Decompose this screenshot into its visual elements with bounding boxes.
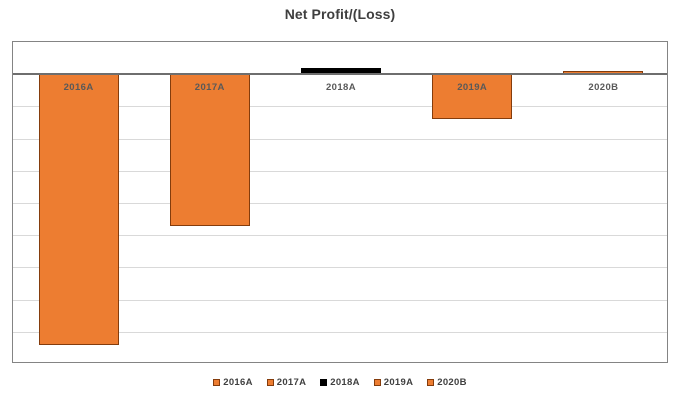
category-label-2020B: 2020B — [588, 82, 619, 94]
gridline — [13, 267, 667, 269]
category-label-2017A: 2017A — [194, 82, 225, 94]
legend-swatch-icon — [266, 379, 274, 386]
category-label-2018A: 2018A — [325, 82, 356, 94]
legend-item-2019A: 2019A — [373, 377, 414, 388]
gridline — [13, 235, 667, 237]
legend-label: 2017A — [276, 377, 307, 388]
legend-label: 2018A — [330, 377, 360, 388]
gridline — [13, 299, 667, 301]
legend-label: 2019A — [383, 377, 414, 388]
legend-swatch-icon — [213, 379, 221, 386]
legend-label: 2020B — [437, 377, 467, 388]
bar-2019A — [432, 74, 513, 120]
legend-swatch-icon — [320, 379, 328, 386]
bar-2017A — [169, 74, 250, 226]
legend-swatch-icon — [373, 379, 381, 386]
legend-item-2017A: 2017A — [266, 377, 307, 388]
gridline — [13, 106, 667, 108]
gridline — [13, 331, 667, 333]
legend-label: 2016A — [223, 377, 253, 388]
plot-area: 2016A 2017A 2018A 2019A 2020B — [12, 41, 668, 363]
gridline — [13, 138, 667, 140]
legend: 2016A 2017A 2018A 2019A 2020B — [0, 377, 680, 388]
gridline — [13, 203, 667, 204]
category-label-2019A: 2019A — [457, 82, 488, 94]
legend-item-2020B: 2020B — [427, 377, 467, 388]
gridline — [13, 170, 667, 172]
legend-swatch-icon — [427, 379, 435, 386]
legend-item-2018A: 2018A — [320, 377, 360, 388]
x-axis-zero-line — [13, 73, 667, 76]
bar-2016A — [38, 74, 119, 345]
legend-item-2016A: 2016A — [213, 377, 253, 388]
category-label-2016A: 2016A — [63, 82, 94, 94]
chart-title: Net Profit/(Loss) — [284, 6, 396, 22]
